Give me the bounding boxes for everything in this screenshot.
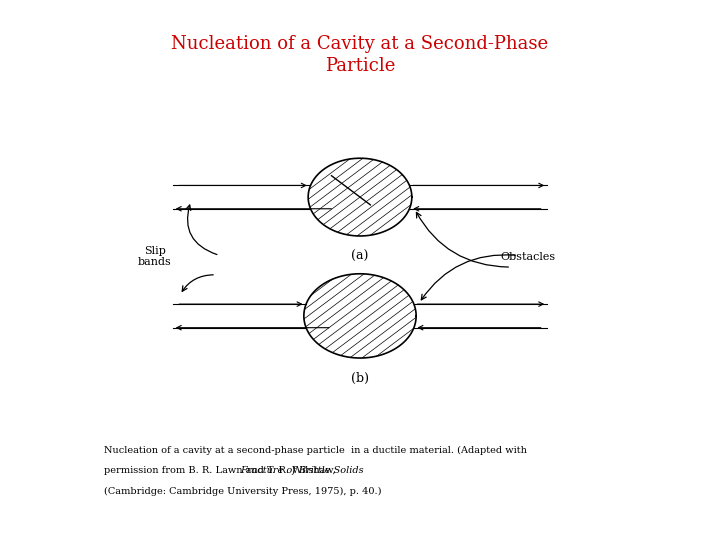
Text: Nucleation of a Cavity at a Second-Phase
Particle: Nucleation of a Cavity at a Second-Phase… <box>171 35 549 75</box>
Text: Slip
bands: Slip bands <box>138 246 171 267</box>
Text: (a): (a) <box>351 249 369 262</box>
Ellipse shape <box>304 274 416 358</box>
Text: Fracture of Brittle Solids: Fracture of Brittle Solids <box>240 466 364 475</box>
Text: Nucleation of a cavity at a second-phase particle  in a ductile material. (Adapt: Nucleation of a cavity at a second-phase… <box>104 446 527 455</box>
Text: permission from B. R. Lawn and T. R. Wilshaw,: permission from B. R. Lawn and T. R. Wil… <box>104 466 339 475</box>
Ellipse shape <box>308 158 412 236</box>
Text: (Cambridge: Cambridge University Press, 1975), p. 40.): (Cambridge: Cambridge University Press, … <box>104 487 382 496</box>
Text: (b): (b) <box>351 372 369 384</box>
Ellipse shape <box>308 158 412 236</box>
Ellipse shape <box>304 274 416 358</box>
Text: Obstacles: Obstacles <box>500 252 556 261</box>
